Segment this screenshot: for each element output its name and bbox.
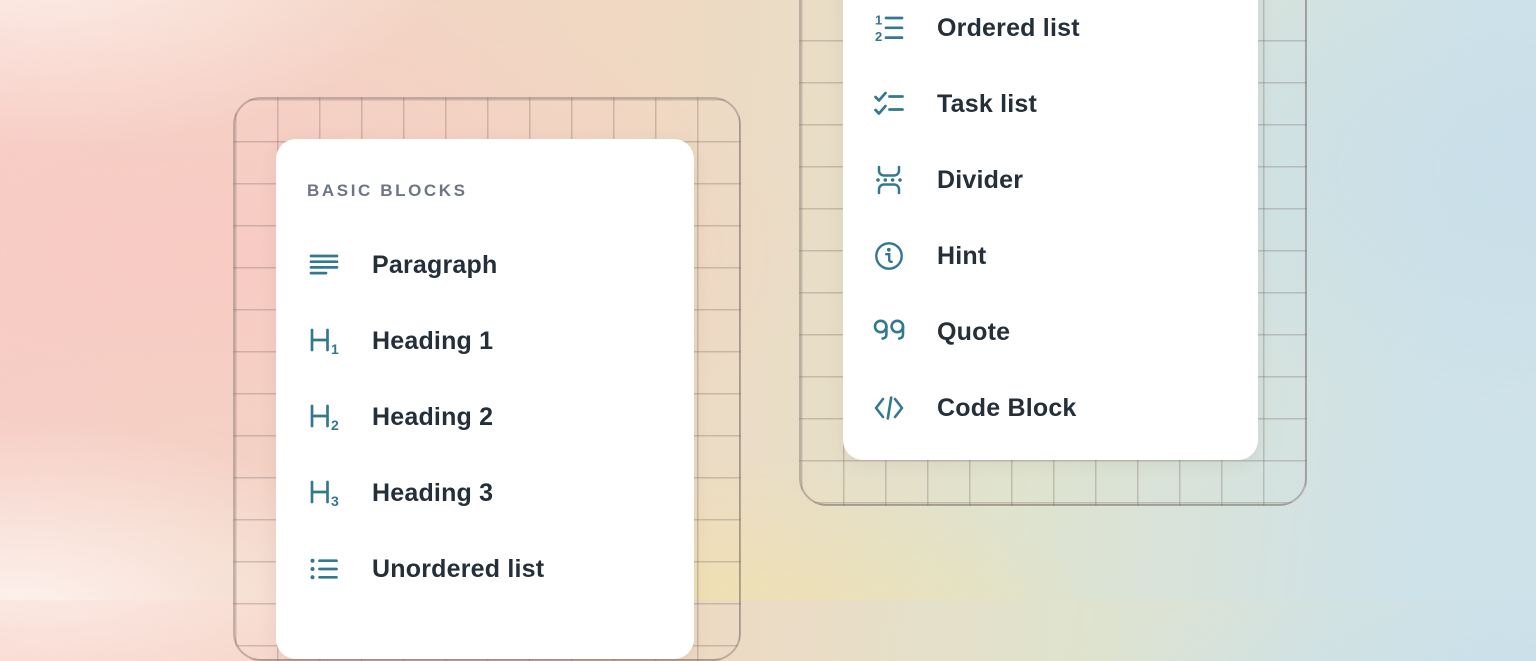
svg-text:1: 1 [875,13,882,28]
paragraph-icon [307,248,341,282]
menu-item-label: Code Block [937,393,1077,422]
menu-item-label: Unordered list [372,554,545,583]
task-list-icon [872,87,906,121]
menu-item-label: Paragraph [372,250,498,279]
menu-item-paragraph[interactable]: Paragraph [307,227,694,303]
code-block-icon [872,391,906,425]
unordered-list-icon [307,552,341,586]
menu-item-quote[interactable]: Quote [872,294,1258,370]
basic-blocks-header: BASIC BLOCKS [307,181,468,200]
menu-item-label: Heading 2 [372,402,494,431]
svg-text:2: 2 [331,417,339,433]
menu-item-heading-1[interactable]: 1 Heading 1 [307,303,694,379]
hint-icon [872,239,906,273]
menu-item-label: Divider [937,165,1024,194]
menu-item-task-list[interactable]: Task list [872,66,1258,142]
menu-item-label: Task list [937,89,1037,118]
menu-item-heading-3[interactable]: 3 Heading 3 [307,455,694,531]
divider-icon [872,163,906,197]
menu-item-label: Heading 1 [372,326,494,355]
svg-text:3: 3 [331,493,339,509]
menu-item-unordered-list[interactable]: Unordered list [307,531,694,607]
heading3-icon: 3 [307,476,341,510]
svg-text:2: 2 [875,29,882,44]
menu-item-label: Ordered list [937,13,1080,42]
menu-item-code-block[interactable]: Code Block [872,370,1258,446]
basic-blocks-menu: BASIC BLOCKS Paragraph 1 Heading 1 2 Hea… [276,139,694,659]
menu-item-label: Hint [937,241,987,270]
quote-icon [872,315,906,349]
svg-text:1: 1 [331,341,339,357]
menu-item-hint[interactable]: Hint [872,218,1258,294]
menu-item-label: Heading 3 [372,478,494,507]
basic-blocks-items: Paragraph 1 Heading 1 2 Heading 2 3 Head… [307,227,694,607]
heading2-icon: 2 [307,400,341,434]
menu-item-heading-2[interactable]: 2 Heading 2 [307,379,694,455]
menu-item-label: Quote [937,317,1011,346]
heading1-icon: 1 [307,324,341,358]
menu-item-divider[interactable]: Divider [872,142,1258,218]
